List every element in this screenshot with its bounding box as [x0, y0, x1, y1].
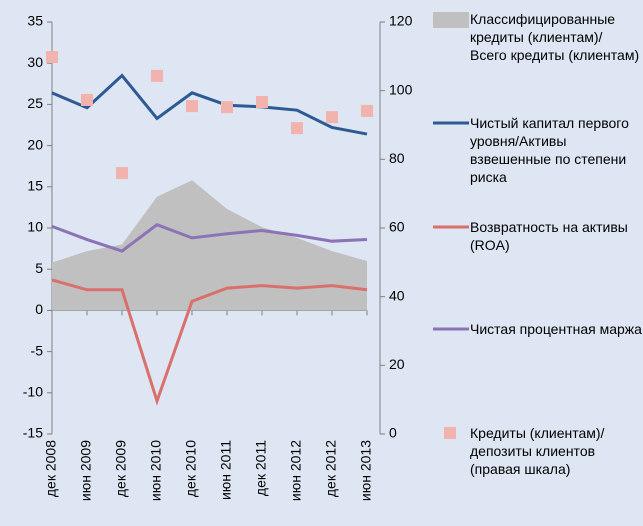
marker [221, 101, 233, 114]
x-tick-label: дек 2011 [253, 440, 269, 496]
area [52, 180, 367, 311]
y-tick-label: 35 [27, 13, 43, 29]
y2-tick-label: 0 [389, 425, 397, 441]
y2-tick-label: 120 [389, 13, 413, 29]
marker [46, 51, 58, 64]
marker [186, 100, 198, 113]
marker [81, 93, 93, 106]
x-tick-label: дек 2012 [323, 440, 339, 497]
y-tick-label: 25 [27, 95, 43, 111]
marker [361, 104, 373, 117]
x-tick-label: июн 2009 [78, 440, 94, 501]
y-tick-label: 15 [27, 178, 43, 194]
legend-label: Чистый капитал первого уровня/Активы взв… [470, 115, 629, 185]
legend-swatch [433, 12, 469, 28]
y-tick-label: -10 [23, 384, 43, 400]
x-tick-label: дек 2008 [43, 440, 59, 497]
y-tick-label: -5 [31, 342, 44, 358]
line [51, 223, 368, 253]
legend-label: Возвратность на активы (ROA) [470, 219, 628, 253]
y-tick-label: 0 [35, 301, 43, 317]
line [51, 73, 368, 136]
y-tick-label: 30 [27, 54, 43, 70]
marker [326, 111, 338, 124]
legend-label: Чистая процентная маржа [470, 321, 642, 337]
marker [256, 95, 268, 108]
y-tick-label: -15 [23, 425, 43, 441]
y2-tick-label: 100 [389, 81, 413, 97]
y2-tick-label: 20 [389, 356, 405, 372]
y-tick-label: 20 [27, 136, 43, 152]
x-tick-label: июн 2010 [148, 440, 164, 501]
legend-label: Классифицированные кредиты (клиентам)/ В… [470, 11, 640, 63]
y2-tick-label: 60 [389, 219, 405, 235]
marker [151, 69, 163, 82]
y-tick-label: 5 [35, 260, 43, 276]
y2-tick-label: 40 [389, 287, 405, 303]
marker [291, 122, 303, 135]
x-tick-label: июн 2011 [218, 440, 234, 500]
x-tick-label: дек 2009 [113, 440, 129, 497]
legend-label: Кредиты (клиентам)/депозиты клиентов (пр… [470, 425, 605, 477]
y-tick-label: 10 [27, 219, 43, 235]
legend-swatch [444, 427, 456, 439]
x-tick-label: июн 2013 [358, 440, 374, 501]
marker [116, 167, 128, 180]
x-tick-label: дек 2010 [183, 440, 199, 497]
line [51, 278, 368, 406]
x-tick-label: июн 2012 [288, 440, 304, 501]
y2-tick-label: 80 [389, 150, 405, 166]
